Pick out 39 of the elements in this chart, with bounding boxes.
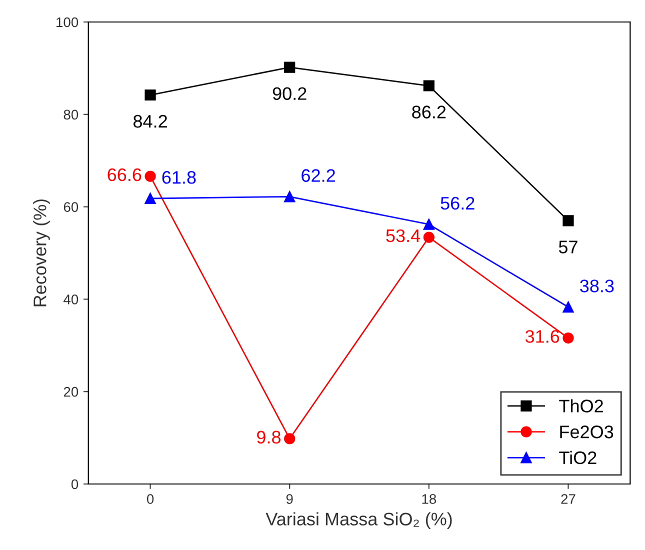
x-tick-label: 27 — [561, 494, 576, 504]
x-axis-title: Variasi Massa SiO₂ (%) — [266, 512, 452, 530]
y-axis-title: Recovery (%) — [33, 199, 50, 306]
point — [284, 62, 296, 73]
data-label: 9.8 — [257, 430, 280, 444]
data-label: 57 — [558, 240, 578, 254]
data-label: 53.4 — [386, 229, 420, 242]
y-tick-label: 80 — [64, 110, 78, 120]
point — [562, 215, 574, 226]
point — [144, 170, 156, 182]
point — [423, 218, 434, 230]
y-tick-label: 60 — [64, 202, 78, 212]
data-label: 86.2 — [412, 106, 446, 118]
legend-label: Fe2O3 — [560, 426, 614, 438]
x-tick-label: 18 — [422, 494, 436, 504]
point — [144, 192, 156, 204]
data-label: 38.3 — [580, 280, 614, 292]
y-tick-label: 20 — [64, 386, 78, 397]
point — [562, 302, 574, 313]
legend-label: TiO2 — [559, 450, 596, 464]
y-tick-label: 0 — [71, 479, 78, 490]
legend-label: ThO2 — [559, 399, 603, 412]
data-label: 31.6 — [525, 330, 560, 343]
data-label: 61.8 — [162, 171, 196, 184]
point — [562, 332, 574, 344]
x-tick-label: 0 — [146, 494, 154, 504]
point — [423, 232, 434, 243]
point — [284, 191, 296, 202]
y-tick-label: 100 — [56, 17, 78, 28]
x-tick-label: 9 — [286, 494, 293, 504]
data-label: 66.6 — [108, 168, 142, 182]
data-label: 90.2 — [272, 87, 306, 100]
data-label: 84.2 — [134, 114, 167, 128]
y-tick-label: 40 — [64, 294, 78, 304]
point — [423, 80, 434, 92]
data-label: 56.2 — [440, 196, 474, 210]
point — [284, 433, 296, 444]
point — [144, 89, 156, 101]
data-label: 62.2 — [302, 169, 335, 182]
